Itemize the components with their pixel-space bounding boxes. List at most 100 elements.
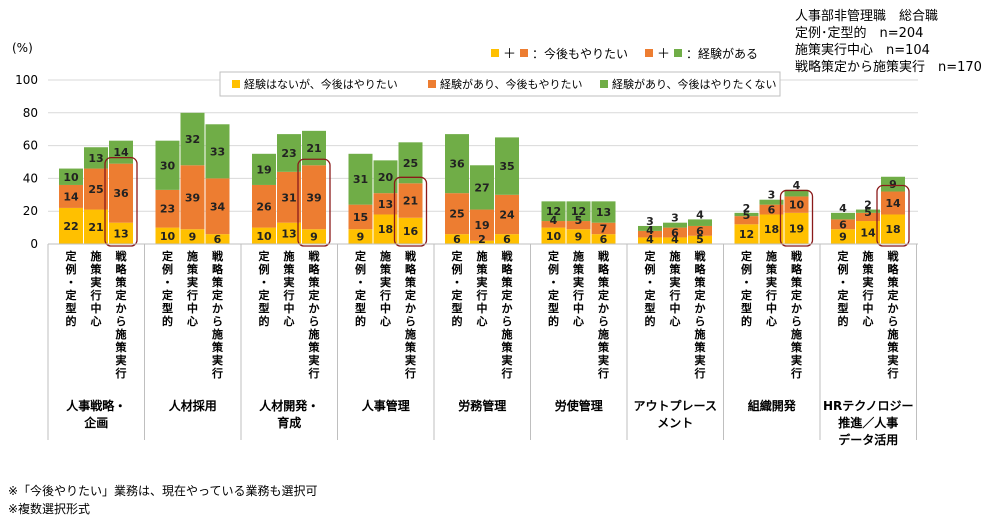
bar-segment xyxy=(591,234,616,244)
bar-value-label: 4 xyxy=(646,224,654,237)
subgroup-label-char: 戦 xyxy=(309,249,321,263)
bar-segment xyxy=(831,212,855,220)
subgroup-label-char: 実 xyxy=(405,353,416,367)
bar-value-label: 14 xyxy=(113,146,129,159)
category-label: 企画 xyxy=(83,415,108,430)
bar-value-label: 10 xyxy=(256,230,272,243)
subgroup-label-char: 行 xyxy=(404,366,416,380)
bar-value-label: 25 xyxy=(403,157,418,170)
subgroup-label-char: 心 xyxy=(380,315,391,328)
subgroup-label-char: 策 xyxy=(501,340,514,354)
subgroup-label-char: か xyxy=(212,302,223,315)
bar-value-label: 36 xyxy=(113,187,129,200)
subgroup-label-char: 定 xyxy=(259,288,270,302)
category-label: データ活用 xyxy=(838,432,898,447)
category-label: メント xyxy=(657,416,693,430)
bar-value-label: 5 xyxy=(696,233,704,246)
subgroup-label-char: 定 xyxy=(548,288,559,302)
bar-segment xyxy=(84,168,108,210)
subgroup-label-char: 型 xyxy=(452,301,463,315)
y-unit-label: (%) xyxy=(12,41,33,55)
subgroup-label-char: 実 xyxy=(502,353,513,367)
subgroup-label-char: 施 xyxy=(116,327,127,341)
bar-segment xyxy=(566,221,591,230)
subgroup-label-char: 的 xyxy=(162,314,173,328)
subgroup-label-char: 行 xyxy=(476,288,488,302)
bar-segment xyxy=(277,222,301,244)
legend-swatch xyxy=(674,49,682,57)
subgroup-label-char: か xyxy=(598,302,609,315)
subgroup-label-char: 心 xyxy=(863,315,874,328)
legend-plus: ＋ xyxy=(503,47,516,62)
subgroup-label-char: 例 xyxy=(741,262,752,276)
bar-segment xyxy=(638,225,662,231)
subgroup-label-char: 行 xyxy=(597,366,609,380)
bar-segment xyxy=(881,176,905,192)
subgroup-label-char: 行 xyxy=(115,366,127,380)
subgroup-label-char: 例 xyxy=(162,262,173,276)
subgroup-label-char: 略 xyxy=(116,262,128,276)
subgroup-label-char: 行 xyxy=(669,288,681,302)
info-line-strategy: 戦略策定から施策実行 n=170 xyxy=(795,60,982,75)
y-tick-label: 40 xyxy=(23,171,38,185)
labels-layer: 2214102125131336141023309393263433102619… xyxy=(63,133,910,247)
subgroup-label-char: 定 xyxy=(259,249,270,263)
subgroup-label-char: ・ xyxy=(548,276,559,289)
subgroup-label-char: ら xyxy=(791,315,802,328)
subgroup-label-char: 施 xyxy=(888,327,899,341)
bar-value-label: 14 xyxy=(885,197,901,210)
subgroup-label-char: 定 xyxy=(695,288,706,302)
bar-segment xyxy=(759,214,784,244)
category-label: 育成 xyxy=(277,415,301,430)
subgroup-label-char: 定 xyxy=(405,288,416,302)
bar-value-label: 18 xyxy=(378,223,393,236)
bar-value-label: 18 xyxy=(764,223,779,236)
y-tick-label: 80 xyxy=(23,106,38,120)
bar-segment xyxy=(348,229,373,244)
bar-segment xyxy=(688,219,712,226)
category-label: アウトプレース xyxy=(634,398,717,413)
subgroup-label-char: ら xyxy=(502,315,513,328)
subgroup-label-char: 行 xyxy=(790,366,802,380)
subgroup-label-char: 策 xyxy=(790,275,803,289)
bar-segment xyxy=(398,142,423,184)
bar-segment xyxy=(252,184,276,228)
subgroup-label-char: 実 xyxy=(284,275,295,289)
bar-value-label: 13 xyxy=(281,227,296,240)
subgroup-label-char: 的 xyxy=(259,314,270,328)
subgroup-label-char: 策 xyxy=(211,275,224,289)
subgroup-label-char: 実 xyxy=(573,275,584,289)
bar-segment xyxy=(734,216,759,225)
bar-segment xyxy=(784,196,809,213)
subgroup-label-char: 中 xyxy=(863,301,874,315)
subgroup-label-char: 施 xyxy=(598,327,609,341)
subgroup-label-char: 例 xyxy=(838,262,849,276)
subgroup-label-char: 施 xyxy=(212,327,223,341)
highlight-box xyxy=(104,156,138,247)
bar-value-label: 31 xyxy=(353,173,368,186)
bar-value-label: 19 xyxy=(256,163,271,176)
bar-value-label: 5 xyxy=(743,209,751,222)
subgroup-label-char: 戦 xyxy=(888,249,900,263)
subgroup-label-char: 心 xyxy=(766,315,777,328)
subgroup-label-char: 施 xyxy=(284,249,295,263)
subgroup-label-char: 例 xyxy=(355,262,366,276)
bar-segment xyxy=(688,225,712,236)
bar-segment xyxy=(734,224,759,244)
subgroup-label-char: 定 xyxy=(452,249,463,263)
subgroup-label-char: 戦 xyxy=(405,249,417,263)
bar-value-label: 23 xyxy=(281,147,296,160)
bar-value-label: 9 xyxy=(839,231,847,244)
sample-info-box: 人事部非管理職 総合職 定例･定型的 n=204 施策実行中心 n=104 戦略… xyxy=(795,8,982,76)
bar-segment xyxy=(180,112,205,166)
info-line-execution: 施策実行中心 n=104 xyxy=(795,43,930,58)
bar-segment xyxy=(109,222,133,244)
bar-value-label: 6 xyxy=(696,225,704,238)
subgroup-label-char: 施 xyxy=(695,327,706,341)
subgroup-label-char: 心 xyxy=(284,315,295,328)
bar-segment xyxy=(688,235,712,244)
bar-segment xyxy=(638,237,662,244)
subgroup-label-char: 的 xyxy=(548,314,559,328)
legend-series-label: 経験はないが、今後はやりたい xyxy=(244,77,398,91)
